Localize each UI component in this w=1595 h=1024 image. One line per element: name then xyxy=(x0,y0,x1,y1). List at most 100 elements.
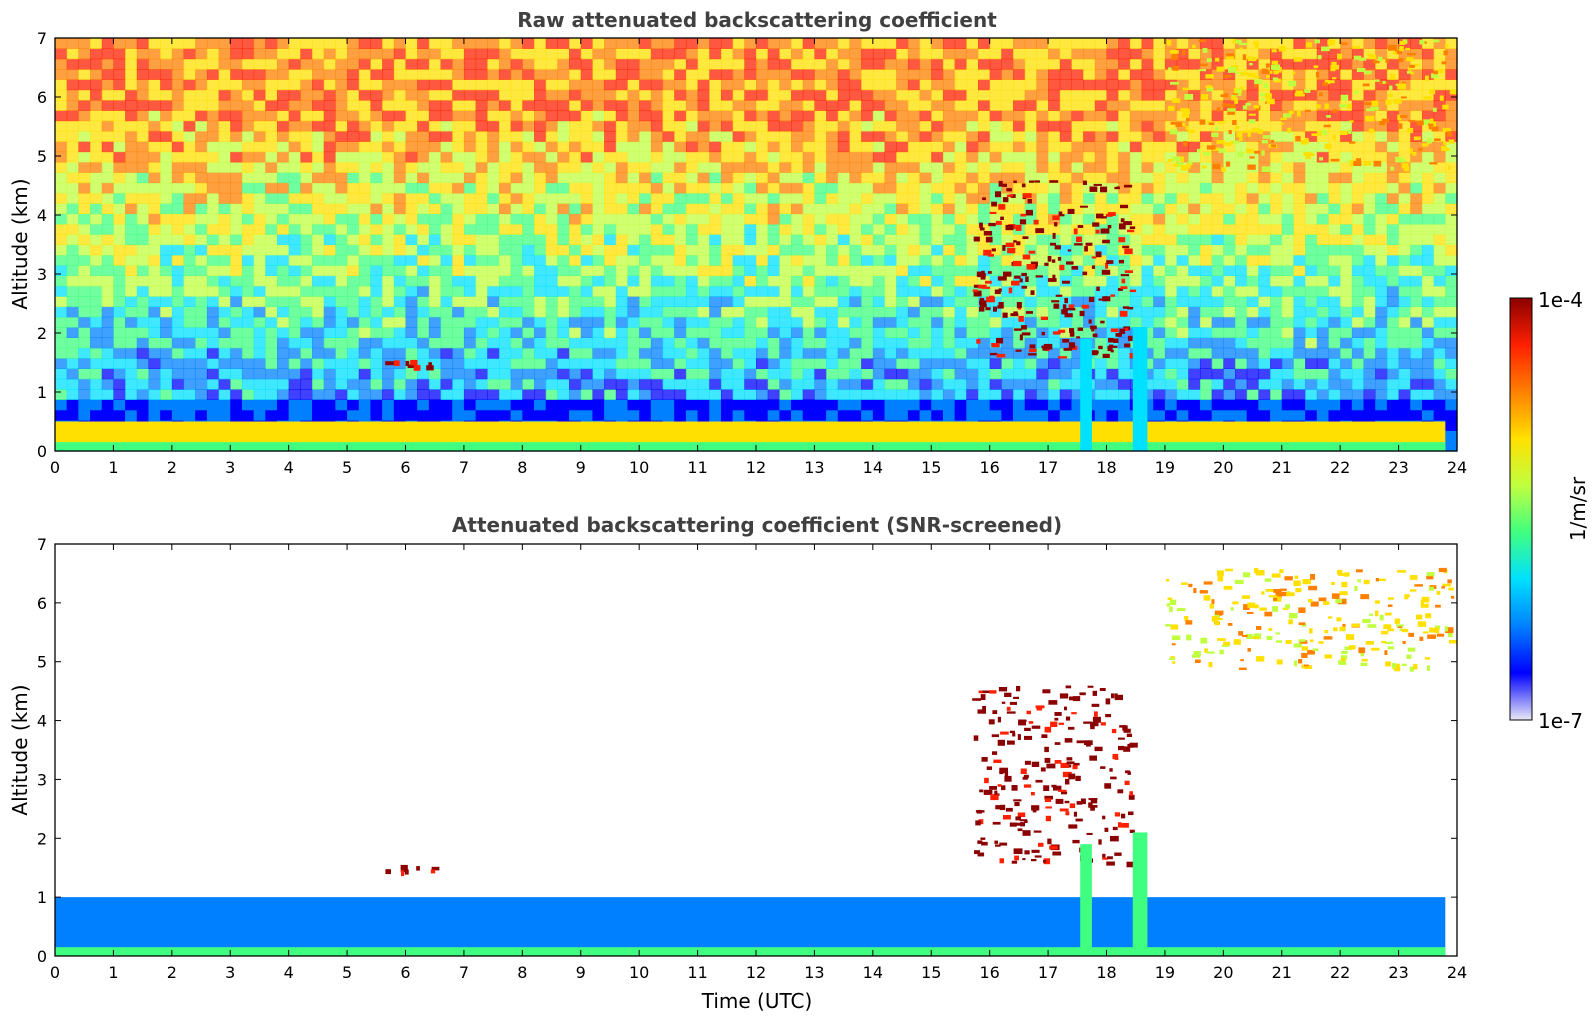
heatmap-cell xyxy=(978,368,990,379)
heatmap-cell xyxy=(452,337,464,348)
heatmap-cell xyxy=(1328,286,1340,297)
heatmap-cell xyxy=(768,296,780,307)
heatmap-cell xyxy=(861,79,873,90)
heatmap-cell xyxy=(1235,275,1247,286)
heatmap-cell xyxy=(324,275,336,286)
heatmap-cell xyxy=(417,38,429,49)
heatmap-cell xyxy=(265,245,277,256)
heatmap-cell xyxy=(990,410,1002,421)
heatmap-cell xyxy=(721,162,733,173)
heatmap-cell xyxy=(1177,348,1189,359)
heatmap-cell xyxy=(1165,183,1177,194)
heatmap-cell xyxy=(184,224,196,235)
heatmap-cell xyxy=(581,286,593,297)
heatmap-cell xyxy=(1095,234,1107,245)
heatmap-cell xyxy=(1258,306,1270,317)
heatmap-cell xyxy=(312,389,324,400)
heatmap-cell xyxy=(1293,348,1305,359)
heatmap-cell xyxy=(394,48,406,59)
heatmap-cell xyxy=(838,152,850,163)
heatmap-cell xyxy=(885,183,897,194)
heatmap-cell xyxy=(616,255,628,266)
heatmap-cell xyxy=(113,121,125,132)
heatmap-cell xyxy=(55,110,67,121)
heatmap-cell xyxy=(756,358,768,369)
heatmap-cell xyxy=(966,296,978,307)
heatmap-cell xyxy=(347,162,359,173)
heatmap-cell xyxy=(768,358,780,369)
heatmap-cell xyxy=(814,183,826,194)
heatmap-cell xyxy=(160,152,172,163)
heatmap-cell xyxy=(172,224,184,235)
heatmap-feature xyxy=(1058,257,1061,261)
heatmap-cell xyxy=(791,90,803,101)
heatmap-cell xyxy=(324,48,336,59)
heatmap-cell xyxy=(148,59,160,70)
heatmap-cell xyxy=(663,317,675,328)
heatmap-cell xyxy=(219,265,231,276)
heatmap-cell xyxy=(709,90,721,101)
heatmap-cell xyxy=(604,348,616,359)
heatmap-cell xyxy=(1410,193,1422,204)
heatmap-cell xyxy=(324,90,336,101)
heatmap-cell xyxy=(67,131,79,142)
heatmap-cell xyxy=(1177,183,1189,194)
heatmap-cell xyxy=(1153,317,1165,328)
heatmap-cell xyxy=(674,348,686,359)
heatmap-cell xyxy=(441,327,453,338)
heatmap-cell xyxy=(1352,234,1364,245)
heatmap-cell xyxy=(242,131,254,142)
heatmap-cell xyxy=(534,234,546,245)
heatmap-cell xyxy=(814,193,826,204)
heatmap-cell xyxy=(885,224,897,235)
heatmap-cell xyxy=(476,59,488,70)
heatmap-cell xyxy=(546,69,558,80)
heatmap-cell xyxy=(522,255,534,266)
heatmap-cell xyxy=(137,296,149,307)
heatmap-cell xyxy=(546,172,558,183)
heatmap-cell xyxy=(885,234,897,245)
heatmap-cell xyxy=(160,265,172,276)
heatmap-cell xyxy=(756,410,768,421)
heatmap-cell xyxy=(172,317,184,328)
heatmap-cell xyxy=(861,348,873,359)
heatmap-cell xyxy=(1235,348,1247,359)
heatmap-cell xyxy=(885,152,897,163)
heatmap-cell xyxy=(172,306,184,317)
heatmap-cell xyxy=(768,389,780,400)
heatmap-cell xyxy=(581,121,593,132)
heatmap-cell xyxy=(663,399,675,410)
heatmap-cell xyxy=(265,317,277,328)
heatmap-cell xyxy=(1200,131,1212,142)
heatmap-cell xyxy=(1001,368,1013,379)
heatmap-cell xyxy=(137,193,149,204)
heatmap-cell xyxy=(1153,348,1165,359)
heatmap-cell xyxy=(300,327,312,338)
heatmap-cell xyxy=(499,121,511,132)
heatmap-cell xyxy=(312,79,324,90)
heatmap-cell xyxy=(1142,69,1154,80)
heatmap-cell xyxy=(803,141,815,152)
heatmap-cell xyxy=(1118,410,1130,421)
heatmap-cell xyxy=(908,152,920,163)
heatmap-cell xyxy=(382,48,394,59)
heatmap-cell xyxy=(254,275,266,286)
heatmap-cell xyxy=(417,69,429,80)
heatmap-cell xyxy=(207,410,219,421)
heatmap-cell xyxy=(534,48,546,59)
heatmap-cell xyxy=(1293,306,1305,317)
heatmap-cell xyxy=(277,152,289,163)
heatmap-cell xyxy=(651,38,663,49)
heatmap-cell xyxy=(1375,389,1387,400)
heatmap-cell xyxy=(160,48,172,59)
heatmap-cell xyxy=(1048,399,1060,410)
heatmap-cell xyxy=(838,214,850,225)
heatmap-cell xyxy=(382,224,394,235)
heatmap-cell xyxy=(254,131,266,142)
heatmap-cell xyxy=(499,224,511,235)
heatmap-cell xyxy=(803,193,815,204)
heatmap-cell xyxy=(370,296,382,307)
heatmap-cell xyxy=(1445,255,1457,266)
heatmap-cell xyxy=(1422,275,1434,286)
heatmap-cell xyxy=(1107,100,1119,111)
